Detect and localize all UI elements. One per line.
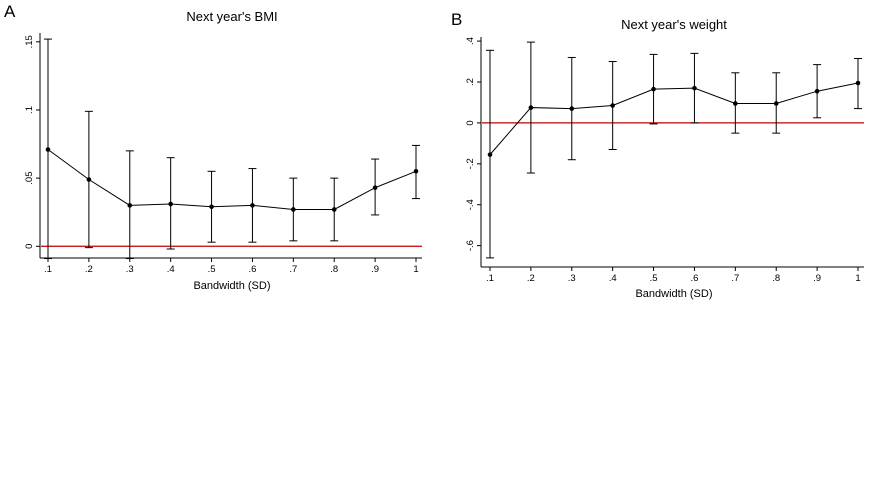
panel-a-y-tick-label: .1 [24,106,35,114]
panel-b-x-tick-label: 1 [855,273,860,284]
panel-a-marks: 0 .05 .1 .15 .1 .2 .3 .4 .5 .6 .7 .8 .9 1 [24,35,422,275]
panel-a-title: Next year's BMI [186,9,277,24]
panel-a-estimate-point [250,203,255,208]
panel-b-estimate-point [528,105,534,110]
panel-b-estimate-line [489,82,859,155]
panel-a-x-tick-label: .6 [248,264,256,275]
panel-b-marks: -.6 -.4 -.2 0 .2 .4 .1 .2 .3 .4 .5 .6 .7 .8 .9 1 [465,37,864,284]
panel-b-estimate-point [487,152,493,157]
panel-b-y-tick-label: .2 [465,78,476,86]
panel-a-estimate-point [209,204,214,210]
panel-a-x-tick-label: .5 [208,264,216,275]
panel-b-x-tick-label: .6 [690,273,698,284]
panel-b-x-tick-label: .8 [772,273,780,284]
panel-a-x-tick-label: .1 [44,264,52,275]
panel-b-x-tick-label: .4 [609,273,617,284]
panel-a-x-tick-label: .9 [371,264,379,275]
panel-a-x-tick-label: .3 [126,264,134,275]
panel-b-title: Next year's weight [621,17,727,32]
panel-a-x-tick-label: .8 [330,264,338,275]
panel-a-estimate-point [413,169,419,174]
panel-b-estimate-point [569,106,575,111]
panel-a-x-tick-label: 1 [413,264,418,275]
panel-a-estimate-point [86,177,92,182]
panel-b-estimate-point [692,85,697,91]
panel-b-estimate-point [814,88,820,94]
panel-b-y-tick-label: .4 [465,37,476,45]
panel-b-x-axis-label: Bandwidth (SD) [635,288,712,300]
panel-b-estimate-point [610,103,615,108]
panel-b-x-tick-label: .7 [731,273,739,284]
panel-a-x-tick-label: .4 [167,264,175,275]
panel-b-y-tick-label: -.6 [465,240,476,251]
panel-b-estimate-point [855,80,861,86]
panel-b-estimate-point [651,86,656,92]
panel-b-estimate-point [773,101,779,106]
panel-b-estimate-point [733,101,738,106]
panel-a-y-tick-label: .05 [24,172,35,185]
panel-a-y-tick-label: 0 [24,244,35,249]
panel-a-estimate-line [47,149,417,210]
panel-a-y-tick-label: .15 [24,35,35,48]
panel-b-y-tick-label: -.4 [465,199,476,210]
panel-a-estimate-point [291,207,296,212]
panel-a-estimate-point [331,207,337,212]
panel-b-x-tick-label: .9 [813,273,821,284]
panel-a: A Next year's BMI Bandwidth (SD) 0 .05 .1.… [4,2,422,292]
panel-a-x-tick-label: .2 [85,264,93,275]
panel-a-estimate-point [45,147,51,152]
panel-b-x-tick-label: .1 [486,273,494,284]
panel-b-x-tick-label: .3 [568,273,576,284]
panel-a-estimate-point [372,185,378,190]
panel-a-x-axis-label: Bandwidth (SD) [193,280,270,292]
panel-b-y-tick-label: -.2 [465,158,476,169]
panel-b: B Next year's weight Bandwidth (SD) -.6-… [451,10,864,300]
panel-b-x-tick-label: .2 [527,273,535,284]
panel-b-letter: B [451,10,462,29]
panel-b-x-tick-label: .5 [650,273,658,284]
panel-a-letter: A [4,2,16,21]
panel-a-estimate-point [127,203,133,208]
panel-b-y-tick-label: 0 [465,120,476,125]
panel-a-x-tick-label: .7 [289,264,297,275]
panel-a-estimate-point [168,201,173,207]
